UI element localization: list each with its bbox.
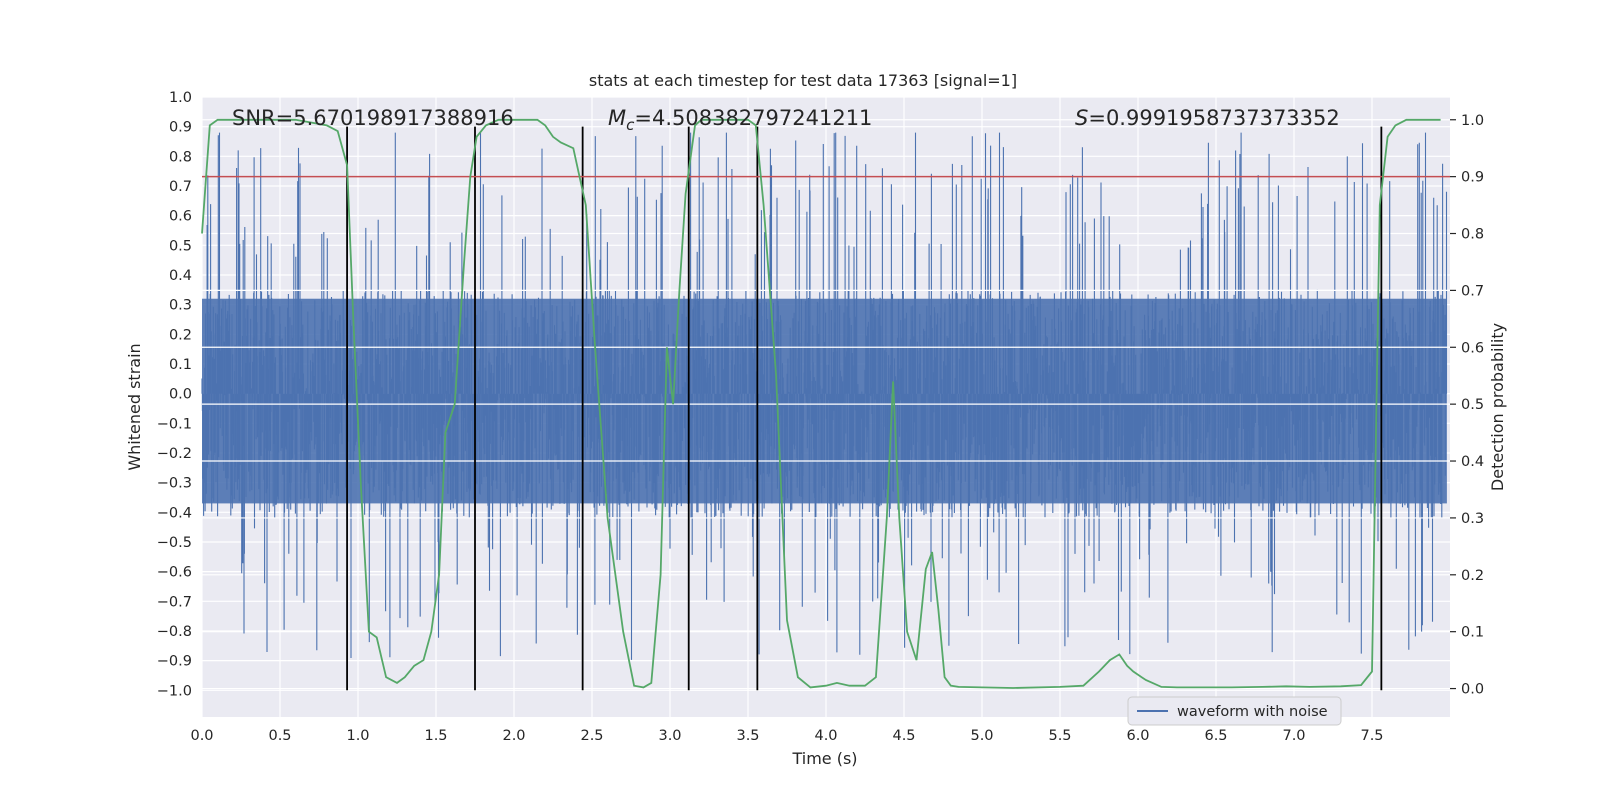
waveform-series bbox=[201, 132, 1450, 660]
y-right-tick-label: 0.4 bbox=[1461, 454, 1484, 470]
x-tick-label: 3.5 bbox=[736, 728, 759, 744]
y-left-tick-label: 0.0 bbox=[169, 387, 192, 403]
y-right-tick-label: 0.5 bbox=[1461, 397, 1484, 413]
y-right-tick-label: 1.0 bbox=[1461, 113, 1484, 129]
y-left-tick-label: 0.4 bbox=[169, 268, 192, 284]
x-tick-label: 1.5 bbox=[424, 728, 447, 744]
y-left-tick-label: −0.3 bbox=[157, 476, 192, 492]
y-left-tick-label: −0.6 bbox=[157, 565, 192, 581]
y-left-tick-label: −0.5 bbox=[157, 535, 192, 551]
y-left-tick-label: 0.3 bbox=[169, 298, 192, 314]
y-left-tick-label: 0.6 bbox=[169, 209, 192, 225]
x-tick-label: 0.5 bbox=[268, 728, 291, 744]
x-tick-label: 4.0 bbox=[814, 728, 837, 744]
y-left-tick-label: −0.2 bbox=[157, 446, 192, 462]
x-tick-label: 6.0 bbox=[1126, 728, 1149, 744]
legend-box bbox=[1127, 696, 1342, 726]
y-right-tick-label: 0.0 bbox=[1461, 682, 1484, 698]
x-tick-label: 6.5 bbox=[1204, 728, 1227, 744]
x-tick-label: 5.5 bbox=[1048, 728, 1071, 744]
y-right-tick-label: 0.6 bbox=[1461, 340, 1484, 356]
y-left-tick-label: −0.1 bbox=[157, 416, 192, 432]
y-right-tick-label: 0.1 bbox=[1461, 625, 1484, 641]
x-tick-label: 7.5 bbox=[1360, 728, 1383, 744]
snr-annotation: SNR=5.670198917388916 bbox=[232, 106, 514, 130]
y-left-tick-label: −0.7 bbox=[157, 594, 192, 610]
x-tick-label: 1.0 bbox=[346, 728, 369, 744]
chirp-mass-subscript: c bbox=[626, 116, 635, 134]
x-tick-labels: 0.0 0.5 1.0 1.5 2.0 2.5 3.0 3.5 4.0 4.5 5.0 5.5 6.0 6… bbox=[190, 728, 1383, 744]
chirp-mass-annotation: Mc=4.508382797241211 bbox=[608, 106, 872, 134]
x-tick-label: 2.5 bbox=[580, 728, 603, 744]
x-tick-label: 0.0 bbox=[190, 728, 213, 744]
x-tick-label: 3.0 bbox=[658, 728, 681, 744]
s-value: =0.9991958737373352 bbox=[1088, 106, 1339, 130]
waveform-core bbox=[202, 298, 1447, 504]
y-right-axis-label: Detection probability bbox=[1488, 323, 1507, 491]
legend-label: waveform with noise bbox=[1177, 704, 1328, 720]
y-left-tick-label: −1.0 bbox=[157, 683, 192, 699]
y-left-tick-label: −0.8 bbox=[157, 624, 192, 640]
y-left-tick-label: 0.8 bbox=[169, 149, 192, 165]
x-tick-label: 5.0 bbox=[970, 728, 993, 744]
y-left-tick-label: 0.2 bbox=[169, 327, 192, 343]
y-left-tick-label: −0.4 bbox=[157, 505, 192, 521]
y-right-tick-label: 0.7 bbox=[1461, 283, 1484, 299]
y-right-tick-label: 0.8 bbox=[1461, 227, 1484, 243]
y-right-tick-labels: 1.0 0.9 0.8 0.7 0.6 0.5 0.4 0.3 0.2 0.1 0.0 bbox=[1450, 113, 1484, 698]
vertical-markers bbox=[346, 126, 1383, 691]
y-left-tick-label: 0.9 bbox=[169, 120, 192, 136]
chirp-mass-symbol: M bbox=[608, 106, 626, 130]
x-tick-label: 7.0 bbox=[1282, 728, 1305, 744]
s-annotation: S=0.9991958737373352 bbox=[1075, 106, 1340, 130]
y-left-tick-label: 0.7 bbox=[169, 179, 192, 195]
y-right-tick-label: 0.9 bbox=[1461, 170, 1484, 186]
chirp-mass-value: =4.508382797241211 bbox=[634, 106, 872, 130]
y-left-tick-label: −0.9 bbox=[157, 654, 192, 670]
y-left-tick-labels: 1.0 0.9 0.8 0.7 0.6 0.5 0.4 0.3 0.2 0.1 0.0 −0.1 −0.… bbox=[157, 90, 192, 699]
y-left-tick-label: 0.5 bbox=[169, 238, 192, 254]
y-left-tick-label: 1.0 bbox=[169, 90, 192, 106]
y-right-tick-label: 0.2 bbox=[1461, 568, 1484, 584]
y-left-tick-label: 0.1 bbox=[169, 357, 192, 373]
probability-series bbox=[201, 118, 1441, 689]
y-left-axis-label: Whitened strain bbox=[125, 343, 144, 470]
x-tick-label: 2.0 bbox=[502, 728, 525, 744]
y-right-tick-label: 0.3 bbox=[1461, 511, 1484, 527]
s-symbol: S bbox=[1075, 106, 1088, 130]
x-tick-label: 4.5 bbox=[892, 728, 915, 744]
x-axis-label: Time (s) bbox=[791, 749, 857, 768]
chart-title: stats at each timestep for test data 173… bbox=[589, 71, 1017, 90]
legend: waveform with noise bbox=[1127, 696, 1342, 726]
